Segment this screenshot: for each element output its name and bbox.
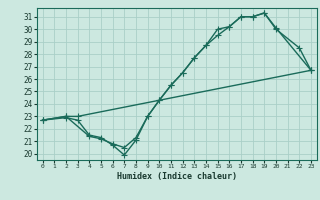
X-axis label: Humidex (Indice chaleur): Humidex (Indice chaleur) bbox=[117, 172, 237, 181]
